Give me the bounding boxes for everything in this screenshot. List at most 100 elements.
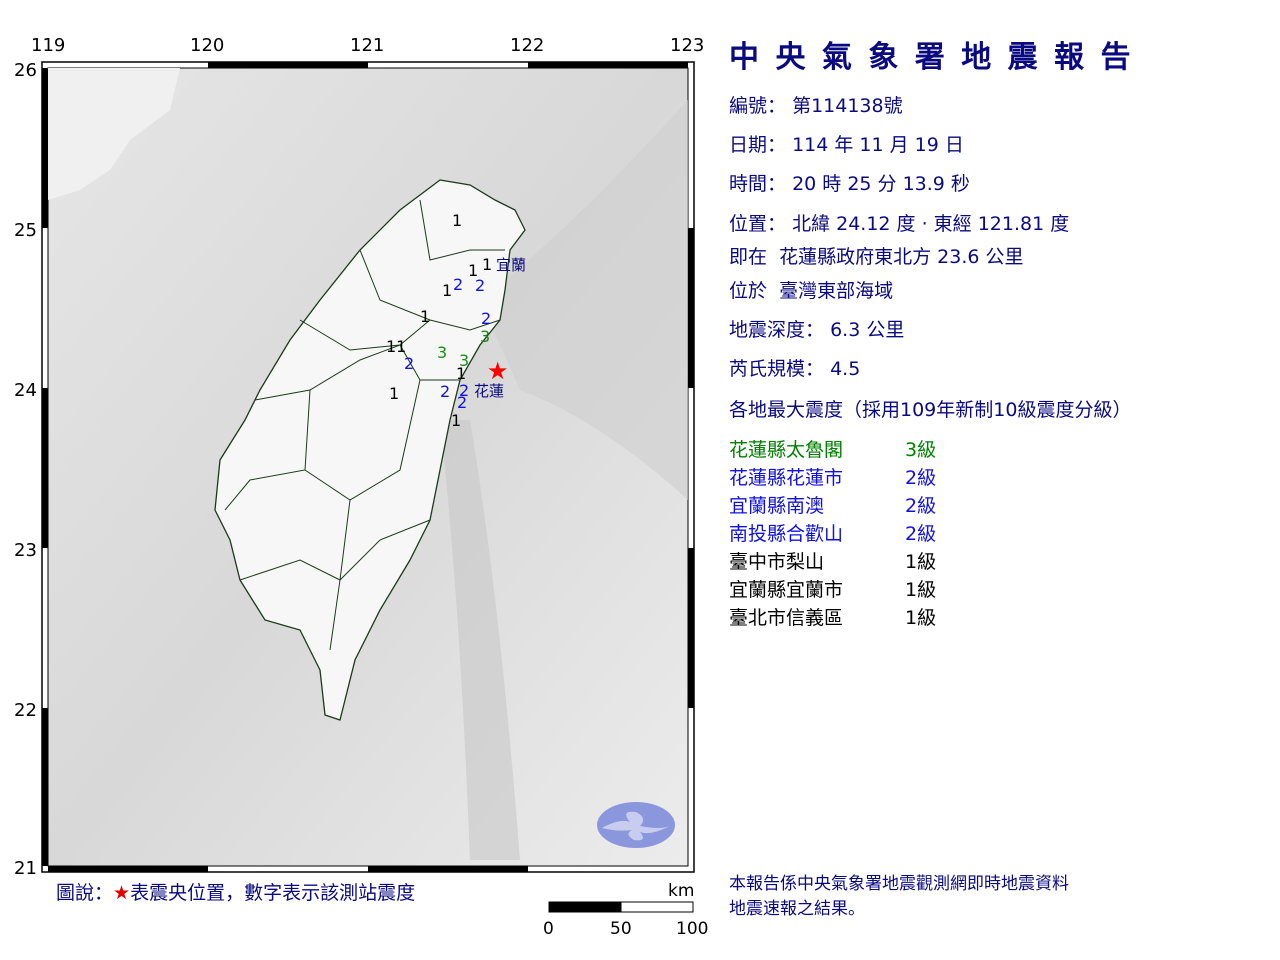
legend-text: 表震央位置，數字表示該測站震度 <box>130 882 416 904</box>
station-intensity: 1 <box>389 384 399 403</box>
label: 日期： <box>729 134 787 156</box>
label: 芮氏規模： <box>729 358 825 380</box>
station-intensity: 2 <box>453 275 463 294</box>
report-date: 日期： 114 年 11 月 19 日 <box>729 130 964 157</box>
station-intensity: 1 <box>420 307 430 326</box>
intensity-place: 花蓮縣太魯閣 <box>729 439 844 461</box>
scale-unit: km <box>668 881 694 901</box>
lat-tick-26: 26 <box>14 60 37 81</box>
lat-tick-22: 22 <box>14 700 37 721</box>
china-coast <box>48 68 180 200</box>
legend-prefix: 圖說： <box>56 882 114 904</box>
intensity-level: 2級 <box>905 523 937 545</box>
county-borders <box>224 199 505 651</box>
lon-tick-119: 119 <box>31 35 66 56</box>
intensity-heading: 各地最大震度（採用109年新制10級震度分級） <box>729 399 1132 421</box>
report-region: 位於 臺灣東部海域 <box>729 276 893 303</box>
label: 時間： <box>729 173 787 195</box>
intensity-place: 南投縣合歡山 <box>729 523 844 545</box>
scale-label-100: 100 <box>676 919 708 939</box>
value: 4.5 <box>830 358 861 380</box>
station-intensity: 1 <box>451 411 461 430</box>
cwa-logo <box>597 802 675 848</box>
legend-star-icon: ★ <box>113 882 131 904</box>
label: 編號： <box>729 95 787 117</box>
station-intensity: 2 <box>481 309 491 328</box>
station-intensity: 1 <box>468 261 478 280</box>
report-location: 位置： 北緯 24.12 度 · 東經 121.81 度 <box>729 209 1069 236</box>
value: 6.3 公里 <box>830 319 905 341</box>
city-label-yilan: 宜蘭 <box>496 256 526 274</box>
value: 北緯 24.12 度 · 東經 121.81 度 <box>792 213 1070 235</box>
intensity-place: 宜蘭縣南澳 <box>729 495 825 517</box>
report-depth: 地震深度： 6.3 公里 <box>729 315 904 342</box>
intensity-level: 2級 <box>905 467 937 489</box>
lat-tick-23: 23 <box>14 540 37 561</box>
frame-segment <box>368 866 528 872</box>
scale-bar: km 0 50 100 <box>543 881 708 939</box>
report-footer: 本報告係中央氣象署地震觀測網即時地震資料 地震速報之結果。 <box>729 872 1069 922</box>
lon-tick-120: 120 <box>190 35 225 56</box>
value: 20 時 25 分 13.9 秒 <box>792 173 970 195</box>
lat-tick-21: 21 <box>14 858 37 879</box>
station-intensity: 1 <box>456 364 466 383</box>
station-intensity: 3 <box>480 327 490 346</box>
station-intensity: 1 <box>442 281 452 300</box>
intensity-place: 花蓮縣花蓮市 <box>729 467 844 489</box>
intensity-level: 3級 <box>905 439 937 461</box>
frame-segment <box>42 68 48 228</box>
station-intensity: 11 <box>386 337 406 356</box>
station-intensity: 3 <box>459 351 469 370</box>
footer-line: 本報告係中央氣象署地震觀測網即時地震資料 <box>729 874 1069 894</box>
report-magnitude: 芮氏規模： 4.5 <box>729 354 860 381</box>
intensity-level: 1級 <box>905 607 937 629</box>
station-intensity: 1 <box>452 211 462 230</box>
frame-segment <box>528 62 688 68</box>
frame-segment <box>688 228 694 388</box>
frame-segment <box>42 388 48 548</box>
report-number: 編號： 第114138號 <box>729 91 903 118</box>
station-intensity: 2 <box>475 276 485 295</box>
label: 即在 <box>729 246 768 268</box>
value: 114 年 11 月 19 日 <box>792 134 964 156</box>
intensity-level: 2級 <box>905 495 937 517</box>
lat-tick-24: 24 <box>14 380 37 401</box>
scale-label-0: 0 <box>543 919 554 939</box>
station-intensity: 1 <box>482 255 492 274</box>
intensity-place: 宜蘭縣宜蘭市 <box>729 579 844 601</box>
intensity-level: 1級 <box>905 551 937 573</box>
lon-tick-122: 122 <box>510 35 545 56</box>
intensity-place: 臺中市梨山 <box>729 551 825 573</box>
label: 地震深度： <box>729 319 825 341</box>
value: 臺灣東部海域 <box>779 280 894 302</box>
epicenter-star-icon: ★ <box>487 357 509 385</box>
ridge <box>440 420 520 860</box>
station-intensity: 2 <box>459 381 469 400</box>
report-title: 中 央 氣 象 署 地 震 報 告 <box>729 40 1134 75</box>
intensity-place: 臺北市信義區 <box>729 607 844 629</box>
footer-line: 地震速報之結果。 <box>729 899 865 919</box>
intensity-level: 1級 <box>905 579 937 601</box>
frame-segment <box>208 62 368 68</box>
value: 花蓮縣政府東北方 23.6 公里 <box>779 246 1024 268</box>
lon-tick-123: 123 <box>670 35 705 56</box>
scale-label-50: 50 <box>610 919 632 939</box>
map-legend: 圖說：★表震央位置，數字表示該測站震度 <box>56 878 415 905</box>
label: 位於 <box>729 280 768 302</box>
label: 位置： <box>729 213 787 235</box>
lon-tick-121: 121 <box>350 35 385 56</box>
report-relative: 即在 花蓮縣政府東北方 23.6 公里 <box>729 242 1024 269</box>
frame-segment <box>688 548 694 708</box>
station-intensity: 2 <box>404 354 414 373</box>
ryukyu-relief <box>480 100 688 500</box>
station-intensity: 2 <box>457 393 467 412</box>
report-time: 時間： 20 時 25 分 13.9 秒 <box>729 169 970 196</box>
station-intensity: 2 <box>440 382 450 401</box>
station-intensity: 3 <box>437 343 447 362</box>
value: 第114138號 <box>792 95 903 117</box>
lat-tick-25: 25 <box>14 220 37 241</box>
city-label-hualien: 花蓮 <box>474 382 504 400</box>
frame-segment <box>42 708 48 866</box>
frame-segment <box>48 866 208 872</box>
